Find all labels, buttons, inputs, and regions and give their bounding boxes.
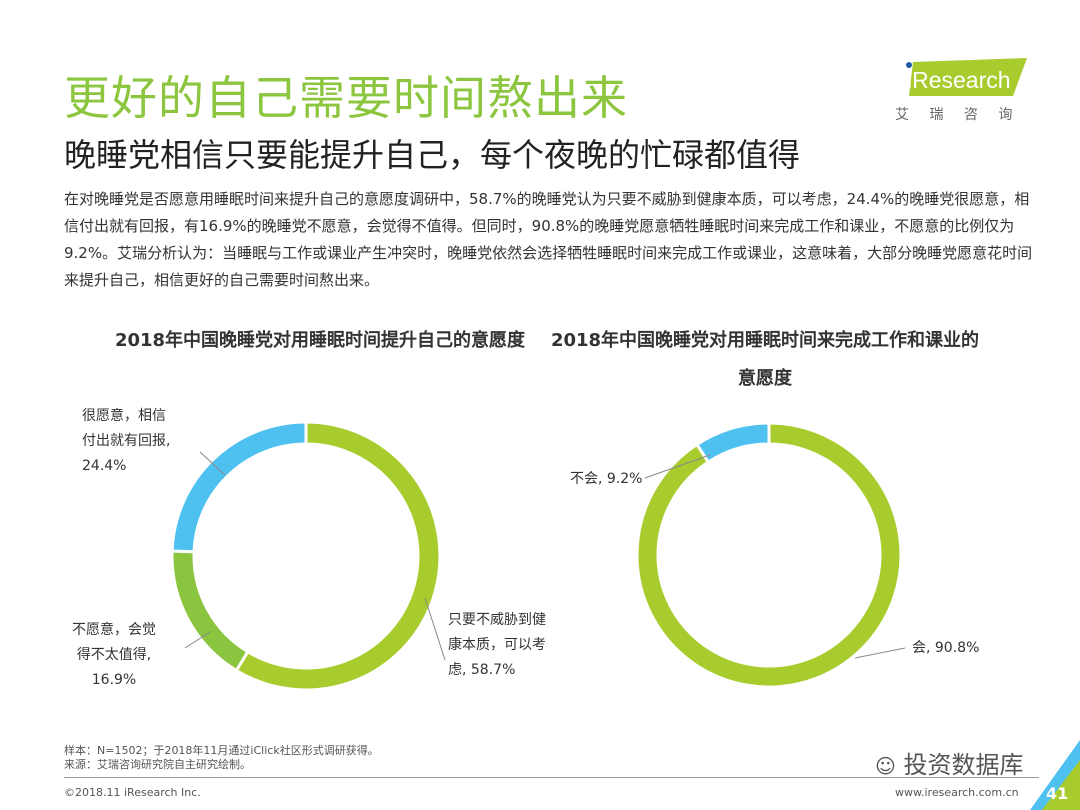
leader-line bbox=[644, 454, 711, 479]
chart1-title: 2018年中国晚睡党对用睡眠时间提升自己的意愿度 bbox=[114, 330, 526, 351]
label-yes: 会, 90.8% bbox=[912, 640, 980, 656]
leader-line bbox=[199, 451, 226, 476]
copyright: ©2018.11 iResearch Inc. bbox=[64, 786, 201, 799]
leader-line bbox=[854, 647, 906, 659]
iresearch-logo: iResearch bbox=[905, 58, 1027, 98]
donut-slice-0 bbox=[234, 420, 442, 692]
footer-url: www.iresearch.com.cn bbox=[895, 786, 1019, 799]
donut-slice-0 bbox=[635, 421, 903, 689]
label-very-willing: 很愿意，相信 付出就有回报, 24.4% bbox=[82, 408, 171, 474]
donut-slice-1 bbox=[170, 549, 250, 673]
footer-sample: 样本：N=1502；于2018年11月通过iClick社区形式调研获得。 bbox=[64, 744, 379, 757]
label-consider: 只要不威胁到健 康本质，可以考 虑, 58.7% bbox=[448, 612, 546, 678]
page-number: 41 bbox=[1046, 784, 1069, 803]
page-subtitle: 晚睡党相信只要能提升自己，每个夜晚的忙碌都值得 bbox=[64, 136, 801, 174]
label-unwilling: 不愿意，会觉 得不太值得, 16.9% bbox=[72, 622, 156, 688]
svg-text:iResearch: iResearch bbox=[907, 67, 1011, 93]
leader-line bbox=[424, 597, 446, 661]
watermark: ☺ 投资数据库 bbox=[875, 751, 1024, 779]
donut-slice-1 bbox=[694, 421, 771, 465]
label-no: 不会, 9.2% bbox=[570, 471, 643, 487]
footer-source: 来源：艾瑞咨询研究院自主研究绘制。 bbox=[64, 758, 251, 771]
chart2-title: 2018年中国晚睡党对用睡眠时间来完成工作和课业的意愿度 bbox=[550, 330, 980, 389]
body-text: 在对晚睡党是否愿意用睡眠时间来提升自己的意愿度调研中，58.7%的晚睡党认为只要… bbox=[64, 190, 1033, 289]
logo-cn: 艾 瑞 咨 询 bbox=[895, 107, 1021, 123]
donut-slice-2 bbox=[170, 420, 308, 554]
leader-line bbox=[184, 631, 211, 649]
page-title: 更好的自己需要时间熬出来 bbox=[64, 71, 628, 125]
footer-divider bbox=[64, 777, 1039, 778]
corner-decoration bbox=[1030, 740, 1080, 810]
wechat-icon: ☺ bbox=[875, 754, 896, 778]
